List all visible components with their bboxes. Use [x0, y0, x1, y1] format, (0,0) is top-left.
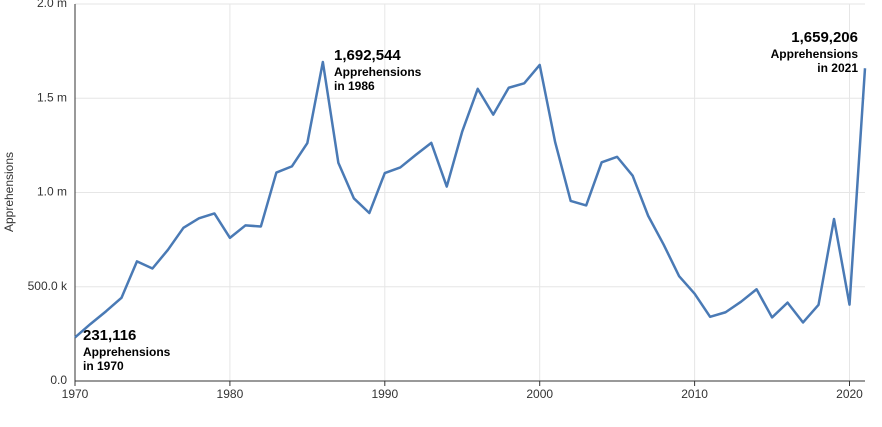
y-tick-label: 0.0: [50, 373, 67, 387]
x-tick-label: 2010: [681, 387, 708, 401]
annotation-text: in 2021: [817, 61, 858, 75]
annotation-value: 231,116: [83, 327, 136, 344]
annotation-text: Apprehensions: [334, 65, 422, 79]
y-tick-label: 500.0 k: [28, 279, 68, 293]
x-tick-label: 1990: [371, 387, 398, 401]
annotation-value: 1,659,206: [791, 29, 858, 46]
y-tick-label: 1.5 m: [37, 90, 67, 104]
y-axis-label: Apprehensions: [2, 152, 16, 232]
x-tick-label: 2000: [526, 387, 553, 401]
annotation-text: Apprehensions: [771, 47, 859, 61]
line: [74, 60, 867, 339]
annotation-text: in 1986: [334, 79, 375, 93]
annotation-text: Apprehensions: [83, 345, 171, 359]
annotation-value: 1,692,544: [334, 47, 401, 64]
x-tick-label: 2020: [836, 387, 863, 401]
x-tick-label: 1980: [217, 387, 244, 401]
x-tick-label: 1970: [62, 387, 89, 401]
y-tick-label: 1.0 m: [37, 185, 67, 199]
y-tick-label: 2.0 m: [37, 0, 67, 10]
annotation-text: in 1970: [83, 359, 124, 373]
